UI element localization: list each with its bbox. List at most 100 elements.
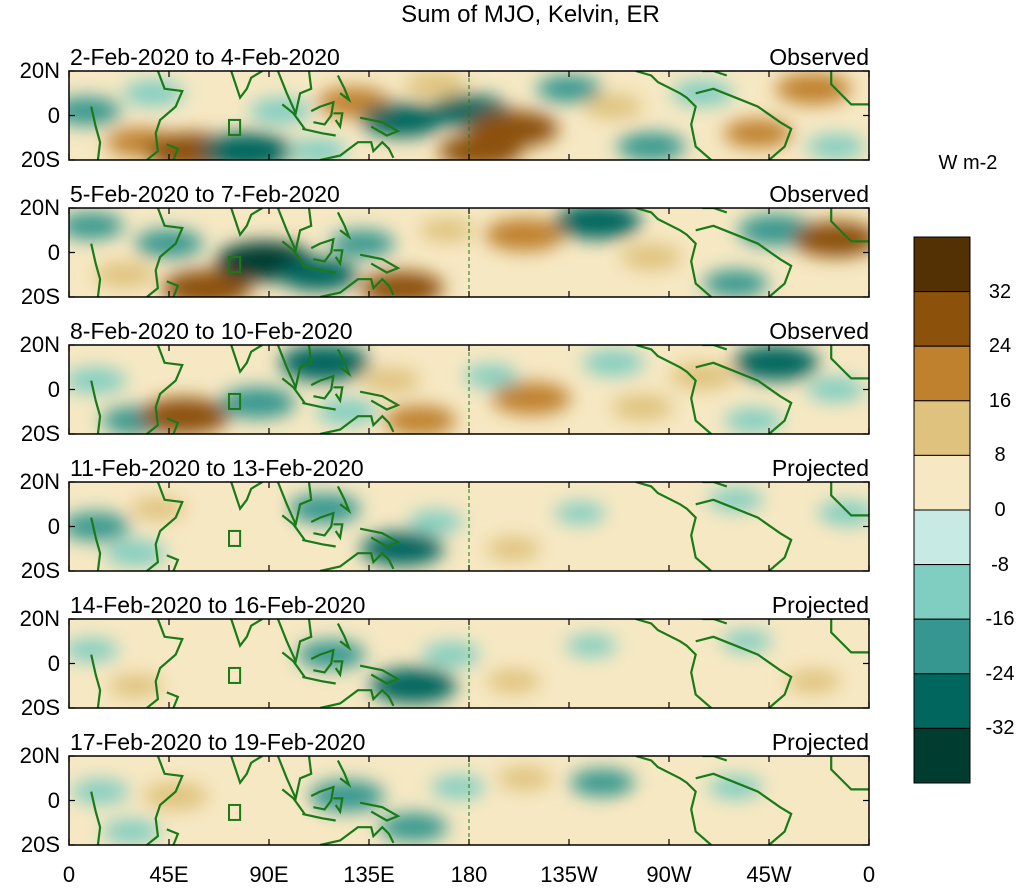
panel-status-label: Projected [771,729,869,755]
anomaly-blob [484,218,565,252]
coastline [230,756,263,786]
coastline [635,71,712,160]
anomaly-blob [486,669,541,693]
coastline [319,414,395,434]
y-tick-label: 20N [19,469,60,494]
coastline [702,345,728,351]
colorbar-swatch [913,345,971,402]
coastline [319,825,395,845]
region-box [228,255,242,273]
coastline [281,788,306,815]
coastline [302,127,336,137]
coastline [146,71,184,160]
coastline [230,71,263,101]
anomaly-blob [130,497,185,521]
y-tick-label: 20S [20,558,60,583]
anomaly-blob [69,212,124,240]
coastline [635,208,712,297]
coastline [276,619,313,665]
coastline [302,812,336,822]
coastline [310,648,335,674]
panel-status-label: Projected [771,592,869,618]
anomaly-blob [566,634,617,657]
region-box [228,666,242,684]
colorbar-swatch [913,727,971,784]
coastline [336,75,352,104]
anomaly-blob [611,394,673,421]
coastline [319,688,395,708]
anomaly-blob [360,102,444,138]
anomaly-blob [105,540,167,567]
anomaly-blob [69,512,130,541]
map-panel-3 [68,344,870,435]
coastline [90,243,102,297]
x-tick-label: 0 [862,862,876,887]
anomaly-blob [786,669,841,693]
anomaly-blob [486,537,541,561]
anomaly-blob [788,811,839,834]
coastline [90,654,102,708]
anomaly-blob [360,271,444,297]
coastline [695,772,793,845]
coastline [281,103,306,130]
y-tick-label: 20S [20,695,60,720]
coastline [166,280,180,297]
coastline [830,619,869,654]
anomaly-blob [279,345,370,382]
y-tick-label: 0 [47,102,60,128]
coastline [319,277,395,297]
anomaly-blob [422,642,481,667]
coastline [830,756,869,791]
anomaly-blob [491,382,571,415]
region-box [228,803,242,821]
anomaly-blob [249,98,311,124]
coastline [302,538,336,548]
anomaly-blob [671,80,733,107]
colorbar-swatch [913,509,971,566]
coastline [695,635,793,708]
y-tick-label: 0 [47,239,60,265]
anomaly-blob [316,398,378,425]
coastline [359,801,401,822]
colorbar-level-label: 8 [994,444,1006,467]
anomaly-field [69,630,841,704]
coastline [635,345,712,434]
coastline-layer [90,619,869,708]
anomaly-field [71,766,839,844]
y-tick-label: 20N [19,332,60,357]
y-tick-label: 20S [20,147,60,172]
x-tick-label: 90W [646,862,692,887]
anomaly-field [69,208,869,297]
anomaly-blob [360,531,444,566]
anomaly-blob [792,221,869,257]
anomaly-blob [220,387,296,419]
coastline [359,527,401,548]
coastline [702,208,728,214]
anomaly-blob [806,377,865,402]
anomaly-blob [122,80,185,107]
map-panel-1 [68,70,870,161]
coastline [333,112,344,130]
coastline [695,224,793,297]
coastline [310,511,335,537]
coastline [336,623,352,652]
coastline [702,71,728,77]
coastline [830,208,869,243]
panel-date-range: 8-Feb-2020 to 10-Feb-2020 [70,318,353,344]
panel-date-range: 5-Feb-2020 to 7-Feb-2020 [70,181,340,207]
colorbar-swatch [913,618,971,675]
coastline [281,377,306,404]
coastline-layer [90,756,869,845]
coastline [695,498,793,571]
coastline [276,345,313,391]
coastline [336,760,352,789]
anomaly-blob [71,779,129,804]
coastline [336,485,352,515]
panel-date-range: 17-Feb-2020 to 19-Feb-2020 [70,729,366,755]
coastline [336,211,352,241]
anomaly-blob [408,510,463,534]
anomaly-blob [438,134,522,160]
coastline [702,482,728,488]
coastline-layer [90,208,869,297]
map-panel-6 [68,755,870,846]
